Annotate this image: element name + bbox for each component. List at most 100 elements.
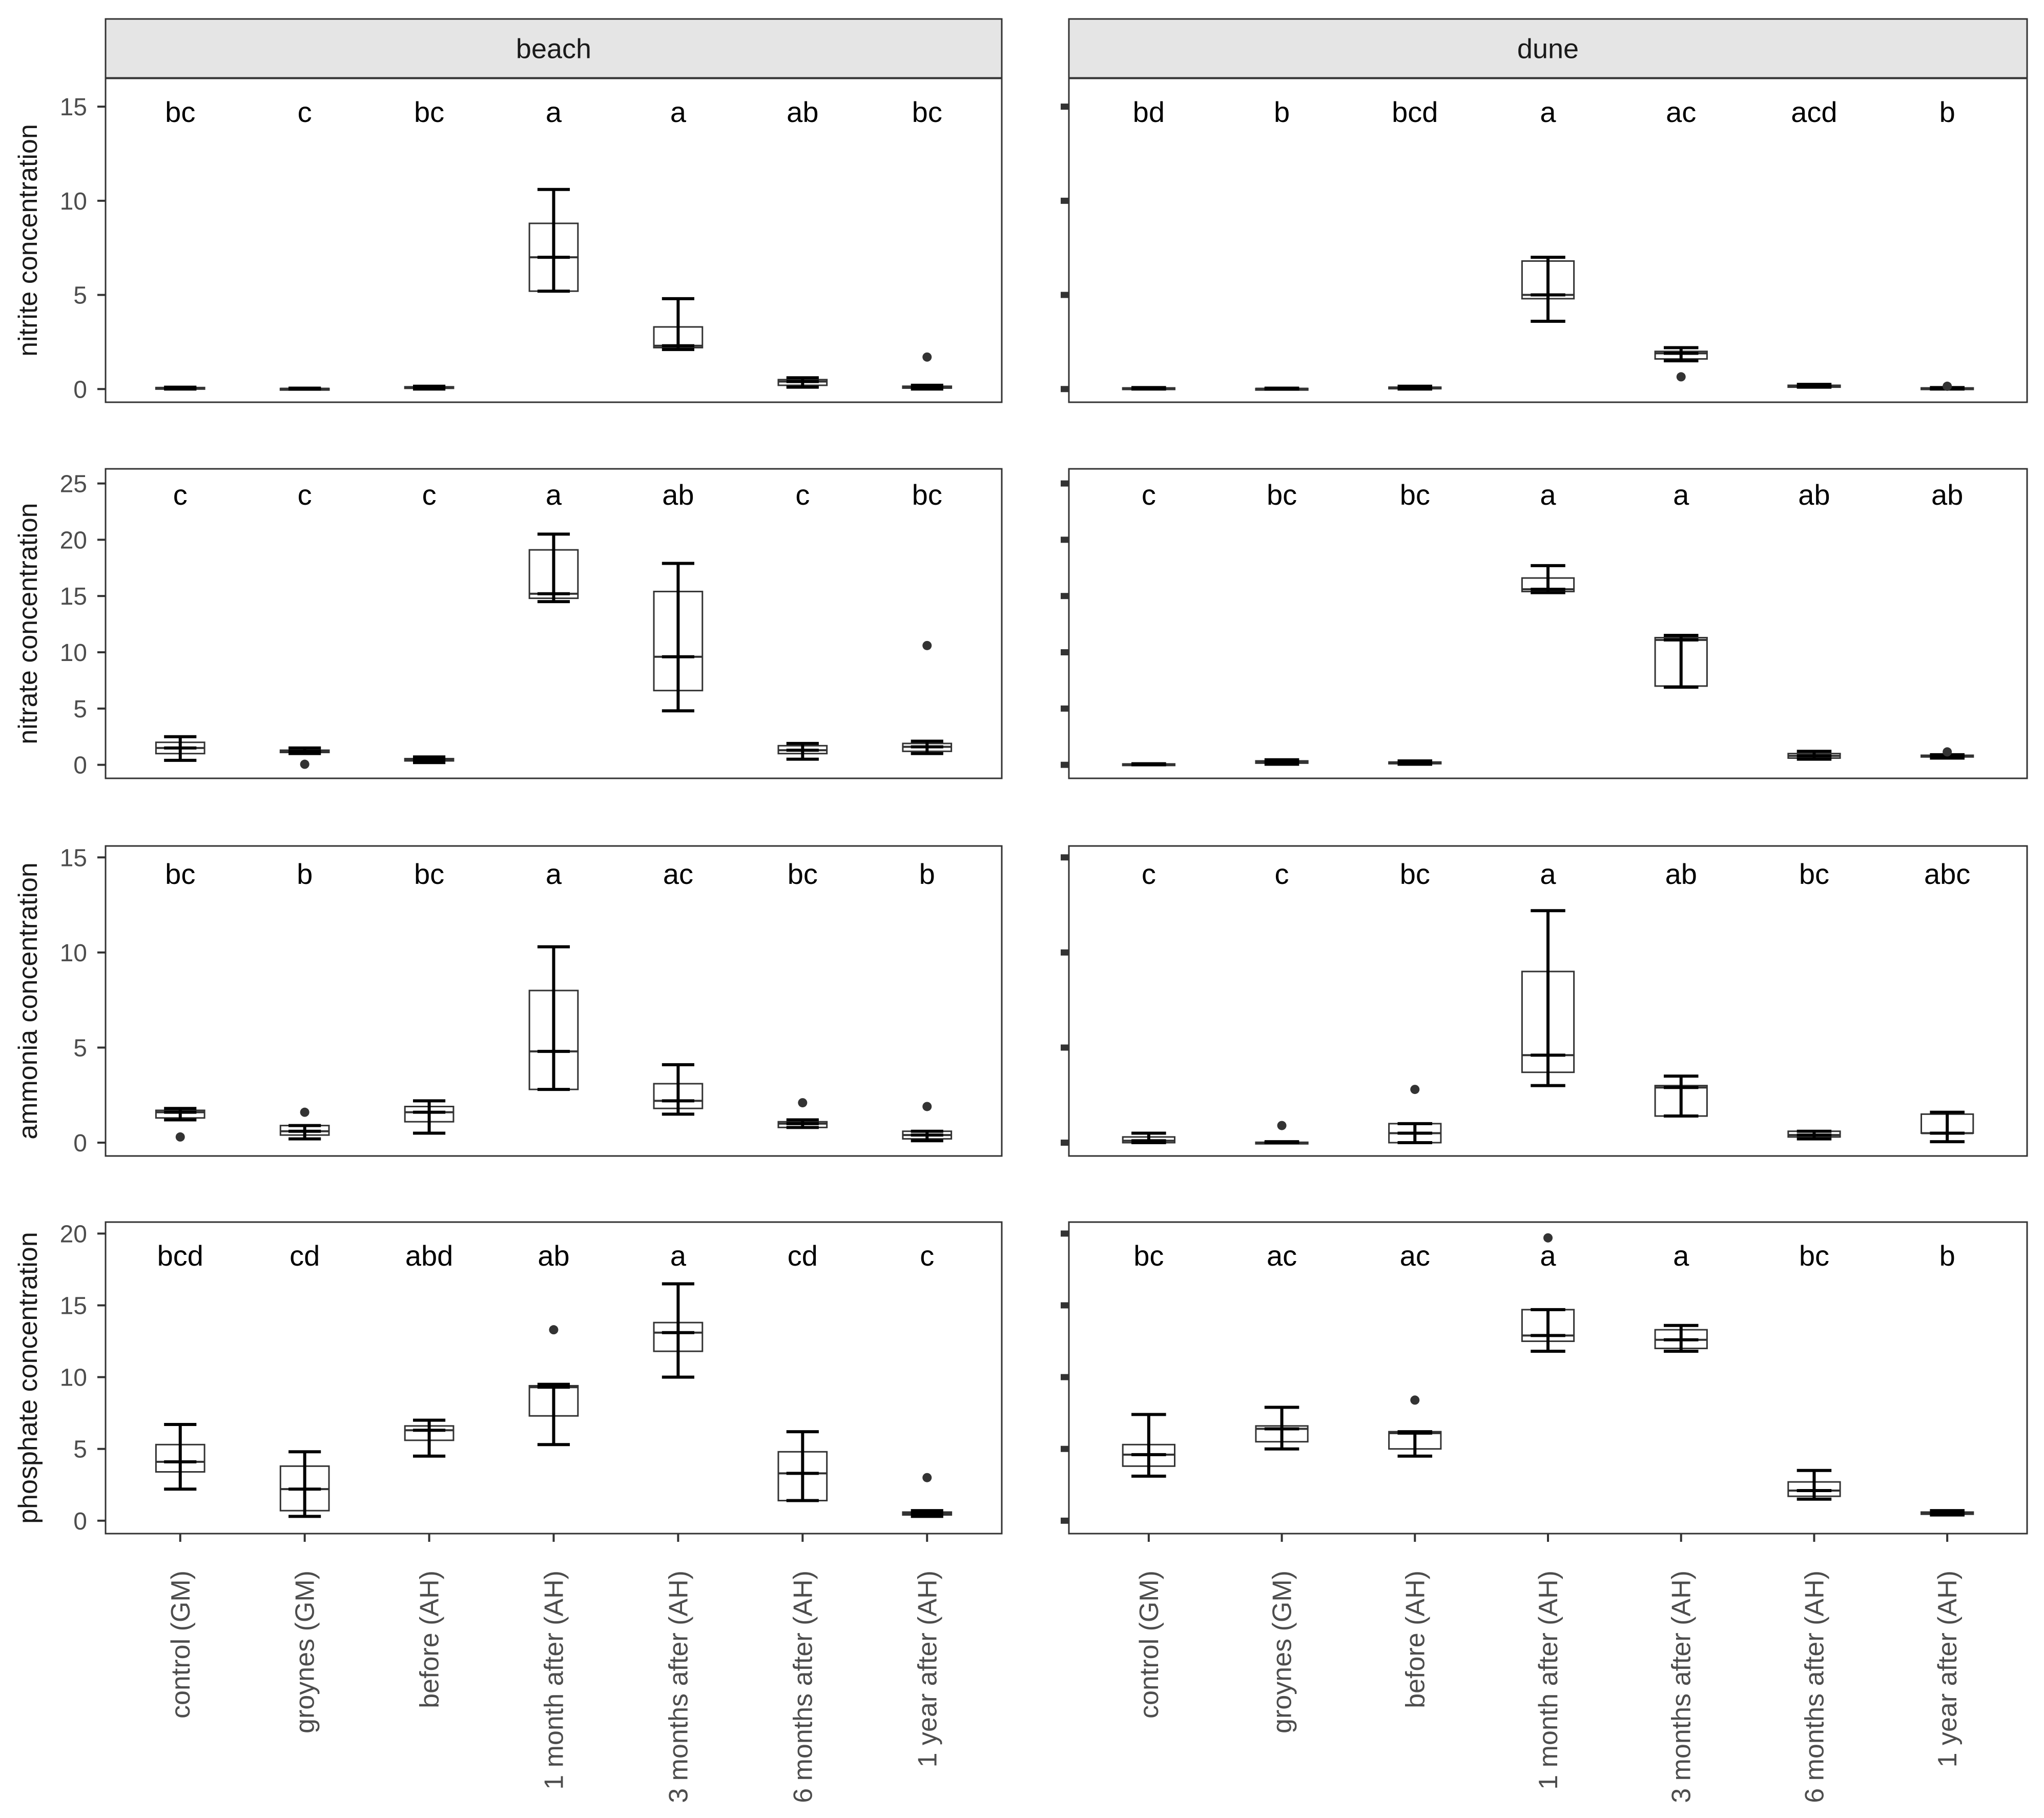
- panel-border: [105, 468, 1003, 779]
- significance-letter: bd: [1133, 96, 1165, 128]
- boxplot-dune-4-5: [1654, 1324, 1708, 1353]
- panel-dune-4: bc ac ac a a bc b: [1061, 1221, 2028, 1535]
- boxplot-dune-4-2: [1255, 1406, 1309, 1451]
- boxplot-beach-2-4: [528, 532, 579, 604]
- boxplot-beach-3-3: [404, 1099, 455, 1135]
- significance-letter: bc: [414, 96, 444, 128]
- y-tick-label: 15: [60, 94, 87, 121]
- panel-border: [1068, 77, 2028, 403]
- significance-letter: c: [1142, 858, 1156, 890]
- outlier-point: [1410, 1085, 1420, 1094]
- boxplot-beach-3-5: [653, 1063, 704, 1116]
- y-tick-label: 10: [60, 940, 87, 967]
- panel-border: [105, 1221, 1003, 1535]
- significance-letter: a: [1540, 1239, 1556, 1272]
- panel-border: [1068, 1221, 2028, 1535]
- significance-letter: acd: [1791, 96, 1837, 128]
- significance-letter: c: [298, 96, 312, 128]
- y-tick-label: 15: [60, 583, 87, 610]
- y-tick-label: 15: [60, 844, 87, 872]
- x-tick-label: 1 year after (AH): [913, 1571, 942, 1767]
- y-tick-label: 0: [73, 1508, 87, 1535]
- x-tick-label: 1 year after (AH): [1933, 1571, 1963, 1767]
- x-tick-label: before (AH): [415, 1571, 445, 1708]
- significance-letter: a: [670, 1239, 687, 1272]
- boxplot-beach-1-2: [279, 386, 330, 391]
- boxplot-beach-1-3: [404, 384, 455, 391]
- boxplot-beach-1-7: [902, 352, 953, 391]
- boxplot-beach-1-5: [653, 297, 704, 352]
- boxplot-dune-3-1: [1122, 1131, 1175, 1145]
- boxplot-dune-1-6: [1787, 383, 1841, 389]
- significance-letter: abc: [1924, 858, 1970, 890]
- boxplot-beach-4-6: [777, 1430, 828, 1502]
- significance-letter: ab: [1798, 479, 1830, 511]
- significance-letter: a: [546, 96, 562, 128]
- boxplot-beach-3-6: [777, 1098, 828, 1129]
- significance-letter: a: [546, 858, 562, 890]
- outlier-point: [1943, 381, 1952, 391]
- boxplot-dune-3-7: [1921, 1110, 1974, 1144]
- x-tick-label: 3 months after (AH): [664, 1571, 693, 1803]
- panel-beach-1: bc c bc a a ab bc: [97, 77, 1003, 403]
- outlier-point: [1543, 1233, 1553, 1243]
- significance-letter: abd: [405, 1239, 453, 1272]
- significance-letter: bc: [1133, 1239, 1164, 1272]
- boxplot-dune-3-2: [1255, 1121, 1309, 1145]
- x-tick-label: 6 months after (AH): [788, 1571, 818, 1803]
- significance-letter: bcd: [157, 1239, 203, 1272]
- boxplot-dune-2-6: [1787, 750, 1841, 761]
- significance-letter: bc: [1400, 479, 1430, 511]
- boxplot-beach-2-7: [902, 641, 953, 755]
- boxplot-beach-4-3: [404, 1418, 455, 1458]
- significance-letter: a: [546, 479, 562, 511]
- panel-beach-2: c c c a ab c bc: [97, 468, 1003, 779]
- boxplot-beach-1-1: [155, 385, 205, 391]
- significance-letter: b: [297, 858, 313, 890]
- boxplot-beach-2-5: [653, 562, 704, 713]
- boxplot-dune-4-3: [1388, 1395, 1442, 1458]
- significance-letter: ab: [538, 1239, 569, 1272]
- significance-letter: cd: [788, 1239, 818, 1272]
- significance-letter: bc: [1799, 858, 1829, 890]
- panel-beach-4: bcd cd abd ab a cd c: [97, 1221, 1003, 1535]
- boxplot-dune-3-5: [1654, 1075, 1708, 1118]
- outlier-point: [922, 641, 932, 650]
- boxplot-dune-2-2: [1255, 758, 1309, 766]
- y-tick-label: 5: [73, 696, 87, 723]
- x-tick-label: groynes (GM): [1268, 1571, 1297, 1733]
- significance-letter: ab: [1931, 479, 1963, 511]
- y-tick-label: 0: [73, 752, 87, 779]
- significance-letter: a: [1540, 96, 1556, 128]
- significance-letter: ab: [1665, 858, 1697, 890]
- boxplot-dune-1-2: [1255, 386, 1309, 391]
- significance-letter: bc: [912, 479, 942, 511]
- significance-letter: bc: [912, 96, 942, 128]
- significance-letter: bc: [414, 858, 444, 890]
- y-tick-label: 25: [60, 471, 87, 498]
- significance-letter: bc: [165, 858, 195, 890]
- boxplot-beach-2-2: [279, 746, 330, 769]
- y-tick-label: 15: [60, 1293, 87, 1320]
- boxplot-dune-3-6: [1787, 1129, 1841, 1141]
- boxplot-beach-3-7: [902, 1102, 953, 1143]
- boxplot-dune-2-5: [1654, 634, 1708, 689]
- boxplot-beach-2-1: [155, 735, 205, 762]
- significance-letter: c: [1275, 858, 1289, 890]
- outlier-point: [1943, 747, 1952, 757]
- significance-letter: c: [298, 479, 312, 511]
- significance-letter: a: [670, 96, 687, 128]
- significance-letter: bc: [788, 858, 818, 890]
- outlier-point: [922, 352, 932, 362]
- x-tick-label: groynes (GM): [291, 1571, 320, 1733]
- y-axis-title-1: nitrite concentration: [13, 124, 43, 357]
- y-tick-label: 0: [73, 376, 87, 403]
- x-tick-label: control (GM): [166, 1571, 196, 1719]
- boxplot-beach-3-1: [155, 1107, 205, 1142]
- significance-letter: b: [1274, 96, 1290, 128]
- facet-label-beach: beach: [516, 34, 591, 65]
- boxplot-dune-2-1: [1122, 762, 1175, 767]
- x-tick-label: 1 month after (AH): [540, 1571, 569, 1790]
- significance-letter: b: [1939, 1239, 1955, 1272]
